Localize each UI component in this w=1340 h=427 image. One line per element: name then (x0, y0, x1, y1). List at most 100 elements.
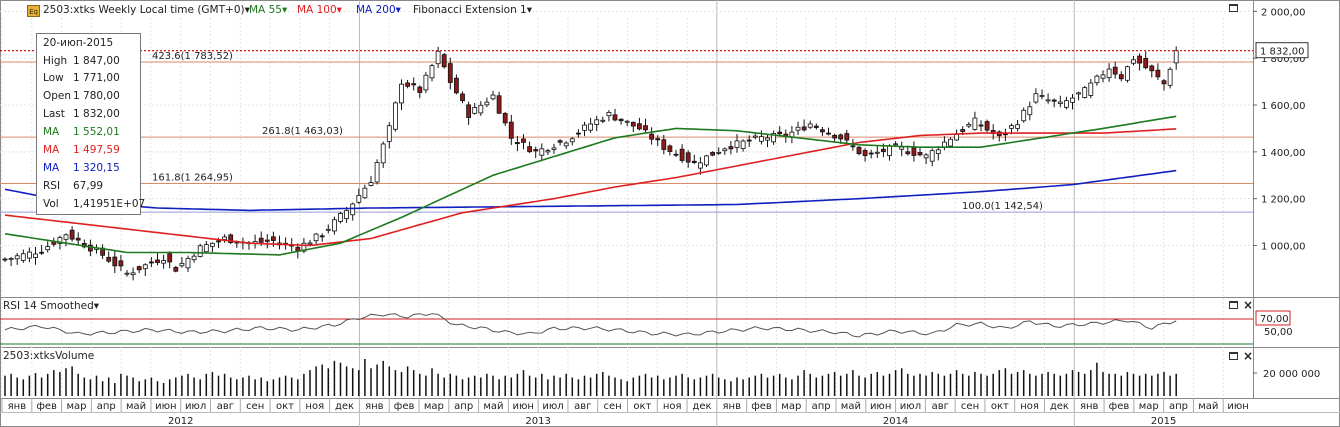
candle-body (1137, 55, 1142, 64)
candle-body (216, 240, 221, 243)
candle-body (344, 210, 350, 219)
candle-body (954, 134, 959, 141)
candle-body (197, 245, 203, 257)
candle-body (130, 272, 136, 275)
info-ma200-label: MA (43, 162, 60, 174)
candle-body (338, 213, 343, 222)
candle-body (155, 259, 160, 263)
candle-body (948, 138, 953, 147)
candle-body (417, 86, 423, 93)
year-label: 2013 (525, 416, 550, 427)
month-label: мар (781, 401, 801, 412)
candle-body (460, 93, 465, 102)
month-label: июл (542, 401, 563, 412)
volume-maximize-icon[interactable] (1229, 352, 1238, 360)
candle-body (1015, 124, 1020, 129)
candle-body (630, 121, 636, 127)
candle-body (728, 146, 734, 150)
rsi-close-icon[interactable]: × (1243, 298, 1254, 312)
candle-body (838, 134, 844, 140)
candle-body (429, 65, 435, 79)
candle-body (350, 203, 356, 216)
candle-body (1009, 125, 1014, 129)
info-open: Open 1 780,00 (43, 88, 120, 105)
candle-body (929, 150, 935, 162)
ma100-menu[interactable]: MA 100▾ (297, 4, 342, 16)
info-rsi: RSI 67,99 (43, 178, 103, 195)
volume-tick-label: 20 000 000 (1263, 369, 1320, 380)
candle-body (960, 129, 966, 132)
info-vol-label: Vol (43, 198, 59, 210)
candle-body (45, 246, 51, 251)
candle-body (661, 139, 667, 150)
eq-icon[interactable]: Eq (27, 5, 40, 17)
info-ma100: MA 1 497,59 (43, 142, 120, 159)
candle-body (874, 151, 880, 154)
candle-body (142, 264, 148, 270)
symbol-menu[interactable]: 2503:xtks Weekly Local time (GMT+0)▾ (43, 4, 250, 16)
candle-body (118, 260, 124, 267)
candle-body (673, 153, 679, 156)
month-label: фев (36, 401, 57, 412)
info-rsi-value: 67,99 (73, 180, 104, 192)
fib-menu[interactable]: Fibonacci Extension 1▾ (413, 4, 533, 16)
month-label: янв (8, 401, 27, 412)
candle-body (832, 134, 837, 139)
ma200-menu[interactable]: MA 200▾ (356, 4, 401, 16)
fib-level-label: 161.8(1 264,95) (152, 172, 233, 183)
candle-body (521, 138, 526, 143)
candle-body (850, 145, 856, 148)
candle-body (710, 151, 715, 156)
candle-body (1106, 68, 1112, 79)
month-label: авг (217, 401, 234, 412)
info-low-label: Low (43, 72, 64, 84)
month-label: июн (1227, 401, 1248, 412)
month-label: окт (276, 401, 294, 412)
candle-body (569, 138, 575, 143)
candle-body (331, 219, 337, 232)
candle-body (893, 143, 898, 146)
month-label: апр (812, 401, 831, 412)
candle-body (1125, 66, 1130, 81)
month-label: мар (424, 401, 444, 412)
month-label: сен (961, 401, 979, 412)
info-ma55-label: MA (43, 126, 60, 138)
volume-close-icon[interactable]: × (1243, 349, 1254, 363)
price-tick-label: 1 000,00 (1261, 241, 1306, 252)
candle-body (148, 261, 154, 264)
month-label: сен (246, 401, 264, 412)
ma55-menu[interactable]: MA 55▾ (249, 4, 288, 16)
candle-body (399, 83, 404, 104)
candle-body (1070, 97, 1075, 103)
candle-body (258, 237, 264, 243)
maximize-icon[interactable] (1229, 4, 1238, 12)
candle-body (136, 266, 142, 271)
month-label: июн (513, 401, 534, 412)
year-label: 2012 (168, 416, 193, 427)
candle-body (795, 126, 801, 131)
candle-body (691, 160, 697, 164)
month-label: мар (66, 401, 86, 412)
candle-body (881, 148, 886, 153)
candle-body (8, 257, 14, 260)
candle-body (1149, 65, 1155, 72)
candle-body (386, 125, 392, 142)
candle-body (515, 142, 520, 145)
candle-body (203, 244, 209, 253)
rsi-panel-title[interactable]: RSI 14 Smoothed▾ (3, 300, 100, 312)
month-label: мар (1139, 401, 1159, 412)
candle-body (423, 74, 429, 91)
candle-body (1021, 109, 1027, 122)
month-label: авг (574, 401, 591, 412)
price-tick-label: 2 000,00 (1261, 7, 1306, 18)
info-date: 20-июп-2015 (43, 37, 114, 49)
info-vol: Vol 1,41951E+07 (43, 196, 145, 213)
candle-body (612, 114, 618, 121)
candle-body (173, 266, 179, 272)
candle-body (307, 242, 313, 245)
rsi-maximize-icon[interactable] (1229, 301, 1238, 309)
candle-body (319, 235, 325, 238)
candle-body (1167, 68, 1173, 86)
